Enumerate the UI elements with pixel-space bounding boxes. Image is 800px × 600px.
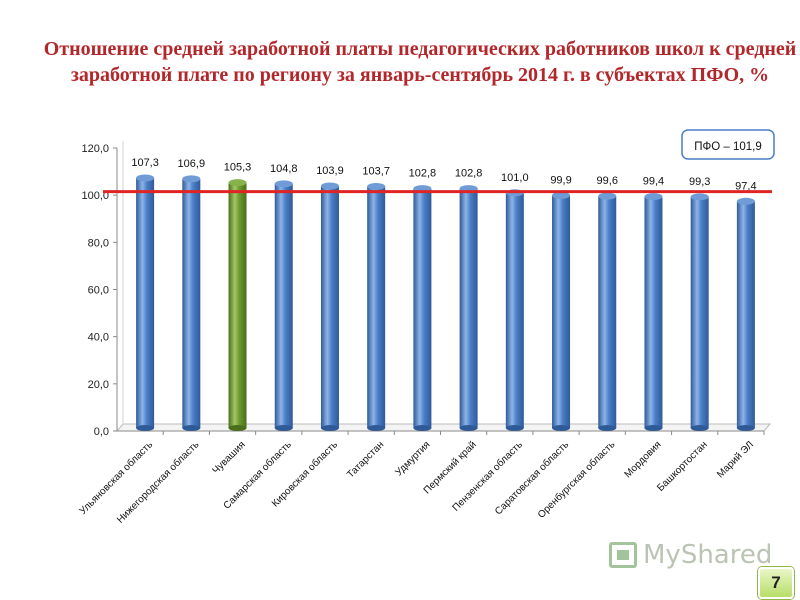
data-label: 107,3: [131, 157, 159, 169]
category-label: Удмуртия: [393, 439, 432, 478]
bar-base: [320, 425, 339, 431]
chart-floor: [115, 423, 772, 432]
bar-cap: [367, 182, 386, 190]
data-label: 99,4: [643, 176, 664, 188]
bar: [598, 196, 617, 428]
bar-cap: [320, 182, 339, 190]
bar: [413, 188, 432, 428]
bar-cap: [136, 174, 155, 182]
data-label: 105,3: [224, 162, 252, 174]
bar-cap: [690, 193, 709, 201]
bar-base: [182, 425, 201, 431]
y-tick-label: 120,0: [81, 143, 109, 155]
y-tick-label: 60,0: [88, 285, 109, 297]
watermark-logo-icon: [609, 542, 637, 568]
bar-base: [367, 425, 386, 431]
bar-cap: [274, 180, 293, 188]
data-label: 102,8: [409, 168, 437, 180]
data-label: 103,7: [362, 165, 390, 177]
category-label: Мордовия: [623, 439, 664, 480]
data-label: 99,9: [550, 174, 571, 186]
bar: [320, 185, 339, 428]
data-label: 103,9: [316, 165, 344, 177]
bar: [228, 182, 247, 428]
category-label: Татарстан: [345, 439, 386, 480]
category-label: Чувашия: [211, 439, 248, 476]
y-tick-label: 40,0: [88, 332, 109, 344]
category-label: Нижегородская область: [114, 439, 201, 526]
bar-cap: [552, 191, 571, 199]
bar-base: [644, 425, 663, 431]
bar: [505, 192, 524, 428]
data-label: 99,6: [597, 175, 618, 187]
category-label: Башкортостан: [655, 439, 710, 494]
data-label: 104,8: [270, 163, 298, 175]
data-label: 106,9: [178, 158, 206, 170]
bar: [552, 195, 571, 428]
y-tick-label: 100,0: [81, 190, 109, 202]
watermark: MyShared: [609, 538, 772, 572]
y-tick-label: 20,0: [88, 379, 109, 391]
data-label: 102,8: [455, 168, 483, 180]
category-label: Оренбургская область: [535, 439, 617, 521]
bar: [690, 196, 709, 428]
y-tick-label: 80,0: [88, 237, 109, 249]
y-tick-label: 0,0: [94, 426, 109, 438]
bar-base: [136, 425, 155, 431]
bar-base: [736, 425, 755, 431]
bar-cap: [644, 193, 663, 201]
page-number: 7: [758, 567, 794, 599]
reference-label: ПФО – 101,9: [694, 141, 762, 153]
data-label: 101,0: [501, 172, 529, 184]
category-label: Ульяновская область: [77, 439, 155, 517]
category-label: Саратовская область: [492, 439, 571, 518]
bar-base: [690, 425, 709, 431]
data-label: 99,3: [689, 176, 710, 188]
bar-cap: [182, 175, 201, 183]
bar: [459, 188, 478, 428]
bar: [644, 196, 663, 428]
bar-cap: [228, 179, 247, 187]
category-label: Марий ЭЛ: [715, 439, 756, 480]
bar: [736, 201, 755, 428]
bar-base: [413, 425, 432, 431]
chart-title: Отношение средней заработной платы педаг…: [43, 38, 797, 86]
bar-cap: [736, 197, 755, 205]
bar: [182, 178, 201, 428]
bar: [136, 177, 155, 428]
reference-label-box: [681, 129, 775, 160]
bar-base: [459, 425, 478, 431]
bar: [367, 186, 386, 428]
bar: [274, 183, 293, 428]
bar-base: [505, 425, 524, 431]
bar-base: [598, 425, 617, 431]
bar-base: [274, 425, 293, 431]
bar-base: [552, 425, 571, 431]
bar-base: [228, 425, 247, 431]
watermark-text: MyShared: [643, 540, 773, 570]
data-label: 97,4: [735, 180, 756, 192]
bar-cap: [598, 192, 617, 200]
